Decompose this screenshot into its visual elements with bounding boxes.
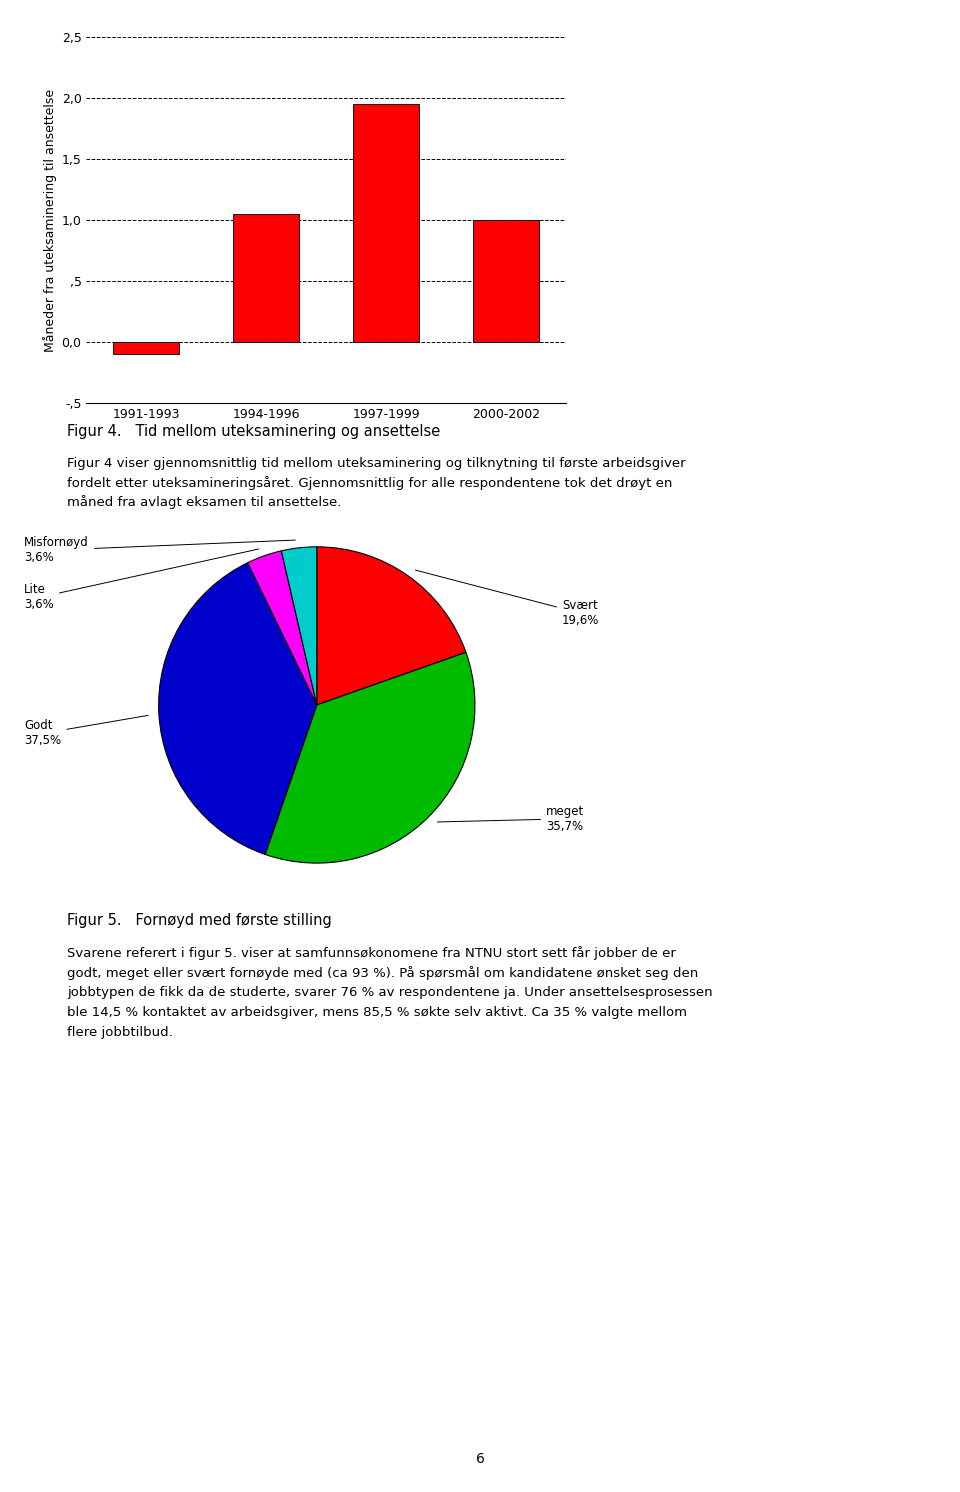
Text: Lite
3,6%: Lite 3,6% [24,549,259,612]
Text: Figur 4 viser gjennomsnittlig tid mellom uteksaminering og tilknytning til først: Figur 4 viser gjennomsnittlig tid mellom… [67,457,685,470]
Text: jobbtypen de fikk da de studerte, svarer 76 % av respondentene ja. Under ansette: jobbtypen de fikk da de studerte, svarer… [67,986,713,1000]
Text: Svarene referert i figur 5. viser at samfunnsøkonomene fra NTNU stort sett får j: Svarene referert i figur 5. viser at sam… [67,946,676,959]
Bar [233,213,300,342]
Text: godt, meget eller svært fornøyde med (ca 93 %). På spørsmål om kandidatene ønske: godt, meget eller svært fornøyde med (ca… [67,967,699,980]
Bar [353,104,420,342]
Text: Godt
37,5%: Godt 37,5% [24,715,148,747]
Text: Svært
19,6%: Svært 19,6% [416,570,599,627]
Text: Figur 5.   Fornøyd med første stilling: Figur 5. Fornøyd med første stilling [67,913,332,928]
Text: flere jobbtilbud.: flere jobbtilbud. [67,1026,173,1040]
Wedge shape [248,551,317,706]
Y-axis label: Måneder fra uteksaminering til ansettelse: Måneder fra uteksaminering til ansettels… [43,88,58,352]
Bar [113,342,180,354]
Wedge shape [158,562,317,855]
Text: 6: 6 [475,1452,485,1467]
Wedge shape [281,546,317,706]
Text: fordelt etter uteksamineringsåret. Gjennomsnittlig for alle respondentene tok de: fordelt etter uteksamineringsåret. Gjenn… [67,476,673,489]
Text: Misfornøyd
3,6%: Misfornøyd 3,6% [24,536,296,564]
Text: meget
35,7%: meget 35,7% [438,804,585,833]
Wedge shape [317,546,466,706]
Bar [473,219,540,342]
Text: måned fra avlagt eksamen til ansettelse.: måned fra avlagt eksamen til ansettelse. [67,495,342,509]
Text: Figur 4.   Tid mellom uteksaminering og ansettelse: Figur 4. Tid mellom uteksaminering og an… [67,424,441,440]
Text: ble 14,5 % kontaktet av arbeidsgiver, mens 85,5 % søkte selv aktivt. Ca 35 % val: ble 14,5 % kontaktet av arbeidsgiver, me… [67,1006,687,1019]
Wedge shape [265,652,475,862]
